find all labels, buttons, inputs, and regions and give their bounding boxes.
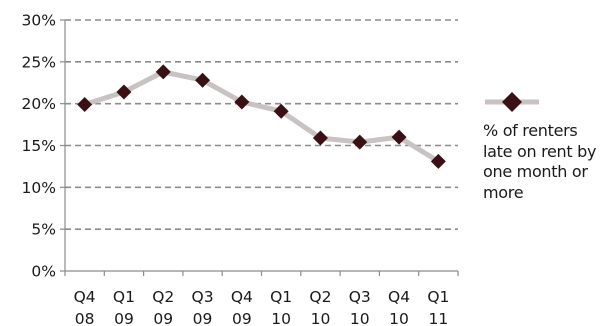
x-tick-label: Q1 10 bbox=[270, 288, 292, 326]
y-tick-label: 0% bbox=[31, 263, 56, 281]
y-tick-label: 30% bbox=[22, 12, 56, 30]
data-point-marker bbox=[234, 94, 250, 110]
x-tick-label: Q1 09 bbox=[113, 288, 135, 326]
y-tick-label: 20% bbox=[22, 95, 56, 113]
data-point-marker bbox=[273, 103, 289, 119]
x-tick-label: Q2 09 bbox=[152, 288, 174, 326]
x-axis-tick-labels: Q4 08 Q1 09 Q2 09 Q3 09 Q4 09 Q1 10 Q2 10 Q3 10 Q4 10 Q1 11 bbox=[74, 288, 450, 326]
legend-series-label: % of renters late on rent by one month o… bbox=[483, 121, 597, 202]
y-tick-label: 10% bbox=[22, 179, 56, 197]
x-tick-label: Q4 10 bbox=[388, 288, 410, 326]
series-plot bbox=[77, 64, 446, 169]
data-point-marker bbox=[352, 134, 368, 150]
data-point-marker bbox=[195, 72, 211, 88]
legend-swatch-icon bbox=[485, 92, 539, 112]
x-tick-label: Q4 09 bbox=[231, 288, 253, 326]
x-tick-label: Q3 09 bbox=[192, 288, 214, 326]
data-point-marker bbox=[391, 129, 407, 145]
y-tick-label: 15% bbox=[22, 137, 56, 155]
data-point-marker bbox=[312, 130, 328, 146]
series-line bbox=[83, 69, 440, 164]
x-tick-label: Q3 10 bbox=[349, 288, 371, 326]
y-axis-tick-labels: 0% 5% 10% 15% 20% 25% 30% bbox=[22, 12, 56, 281]
data-point-marker bbox=[77, 97, 93, 113]
gridlines bbox=[65, 19, 458, 230]
data-point-marker bbox=[116, 84, 132, 100]
data-point-marker bbox=[430, 153, 446, 169]
data-point-marker bbox=[155, 64, 171, 80]
y-tick-label: 5% bbox=[31, 221, 56, 239]
axes bbox=[60, 19, 459, 276]
x-tick-label: Q4 08 bbox=[74, 288, 96, 326]
x-tick-label: Q2 10 bbox=[309, 288, 331, 326]
y-tick-label: 25% bbox=[22, 53, 56, 71]
x-tick-label: Q1 11 bbox=[427, 288, 449, 326]
